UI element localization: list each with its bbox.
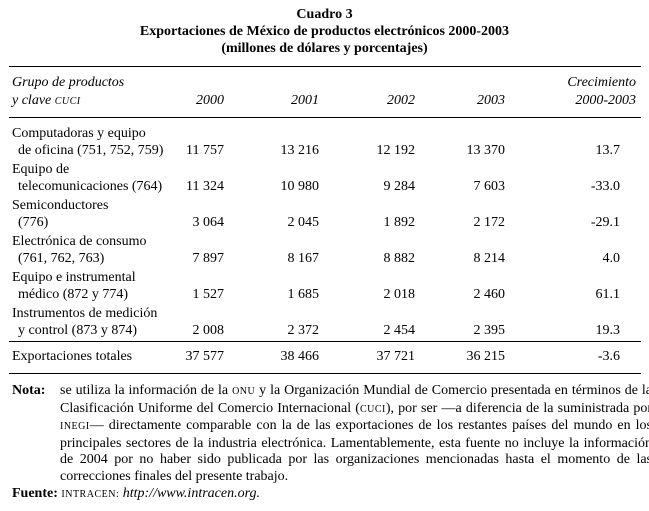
table-number: Cuadro 3 — [296, 7, 353, 22]
bottom-rule — [9, 373, 641, 374]
row-label-line1: Semiconductores — [12, 198, 109, 213]
header-rule — [9, 117, 641, 118]
total-value-2003: 36 215 — [466, 349, 506, 364]
table-title-block: Cuadro 3 Exportaciones de México de prod… — [0, 6, 649, 57]
table-cell: 7 897 — [192, 251, 225, 266]
table-cell: 2 460 — [473, 287, 506, 302]
growth-cell: -29.1 — [590, 215, 620, 230]
table-cell: 10 980 — [280, 179, 320, 194]
table-cell: 7 603 — [473, 179, 506, 194]
growth-cell: 13.7 — [595, 143, 621, 158]
row-label-line2: de oficina (751, 752, 759) — [18, 143, 164, 158]
table-cell: 11 324 — [186, 179, 224, 194]
total-label: Exportaciones totales — [12, 349, 133, 364]
source-line: Fuente: INTRACEN: http://www.intracen.or… — [12, 486, 260, 502]
note-label: Nota: — [12, 383, 46, 398]
table-cell: 2 172 — [473, 215, 506, 230]
table-cell: 1 685 — [287, 287, 320, 302]
table-cell: 8 214 — [473, 251, 506, 266]
source-org: INTRACEN: — [61, 489, 120, 500]
row-label-line2: y control (873 y 874) — [18, 323, 137, 338]
growth-cell: 4.0 — [602, 251, 621, 266]
total-value-2002: 37 721 — [376, 349, 416, 364]
total-value-2000: 37 577 — [185, 349, 225, 364]
total-value-2001: 38 466 — [280, 349, 320, 364]
top-rule — [9, 66, 641, 67]
table-cell: 13 216 — [280, 143, 320, 158]
row-label-line1: Equipo e instrumental — [12, 270, 136, 285]
growth-cell: 19.3 — [595, 323, 621, 338]
table-subtitle: (millones de dólares y porcentajes) — [221, 41, 428, 56]
row-label-line1: Equipo de — [12, 162, 70, 177]
table-cell: 12 192 — [376, 143, 416, 158]
row-label-line1: Computadoras y equipo — [12, 126, 146, 141]
source-label: Fuente: — [12, 486, 58, 501]
total-growth: -3.6 — [597, 349, 620, 364]
table-cell: 2 454 — [383, 323, 416, 338]
year-header-2002: 2002 — [387, 93, 415, 108]
table-cell: 1 527 — [192, 287, 225, 302]
row-label-line2: médico (872 y 774) — [18, 287, 129, 302]
table-cell: 8 882 — [383, 251, 416, 266]
table-cell: 2 008 — [192, 323, 225, 338]
table-cell: 2 372 — [287, 323, 320, 338]
growth-header: Crecimiento 2000-2003 — [567, 75, 636, 108]
table-cell: 2 045 — [287, 215, 320, 230]
group-header: Grupo de productos y clave CUCI — [12, 75, 125, 108]
row-label-line1: Instrumentos de medición — [12, 306, 158, 321]
note-text: se utiliza la información de la ONU y la… — [60, 383, 649, 484]
table-cell: 11 757 — [186, 143, 224, 158]
growth-cell: -33.0 — [590, 179, 620, 194]
row-label-line2: (776) — [18, 215, 49, 230]
table-cell: 13 370 — [466, 143, 506, 158]
table-cell: 2 395 — [473, 323, 506, 338]
growth-cell: 61.1 — [595, 287, 621, 302]
source-link[interactable]: http://www.intracen.org. — [122, 486, 261, 501]
year-header-2001: 2001 — [291, 93, 319, 108]
row-label-line2: (761, 762, 763) — [18, 251, 105, 266]
row-label-line1: Electrónica de consumo — [12, 234, 147, 249]
row-label-line2: telecomunicaciones (764) — [18, 179, 163, 194]
table-title: Exportaciones de México de productos ele… — [139, 24, 510, 39]
year-header-2003: 2003 — [477, 93, 505, 108]
table-cell: 9 284 — [383, 179, 416, 194]
table-cell: 8 167 — [287, 251, 320, 266]
table-cell: 2 018 — [383, 287, 416, 302]
table-cell: 1 892 — [383, 215, 416, 230]
year-header-2000: 2000 — [196, 93, 224, 108]
table-cell: 3 064 — [192, 215, 225, 230]
total-rule — [9, 341, 641, 342]
